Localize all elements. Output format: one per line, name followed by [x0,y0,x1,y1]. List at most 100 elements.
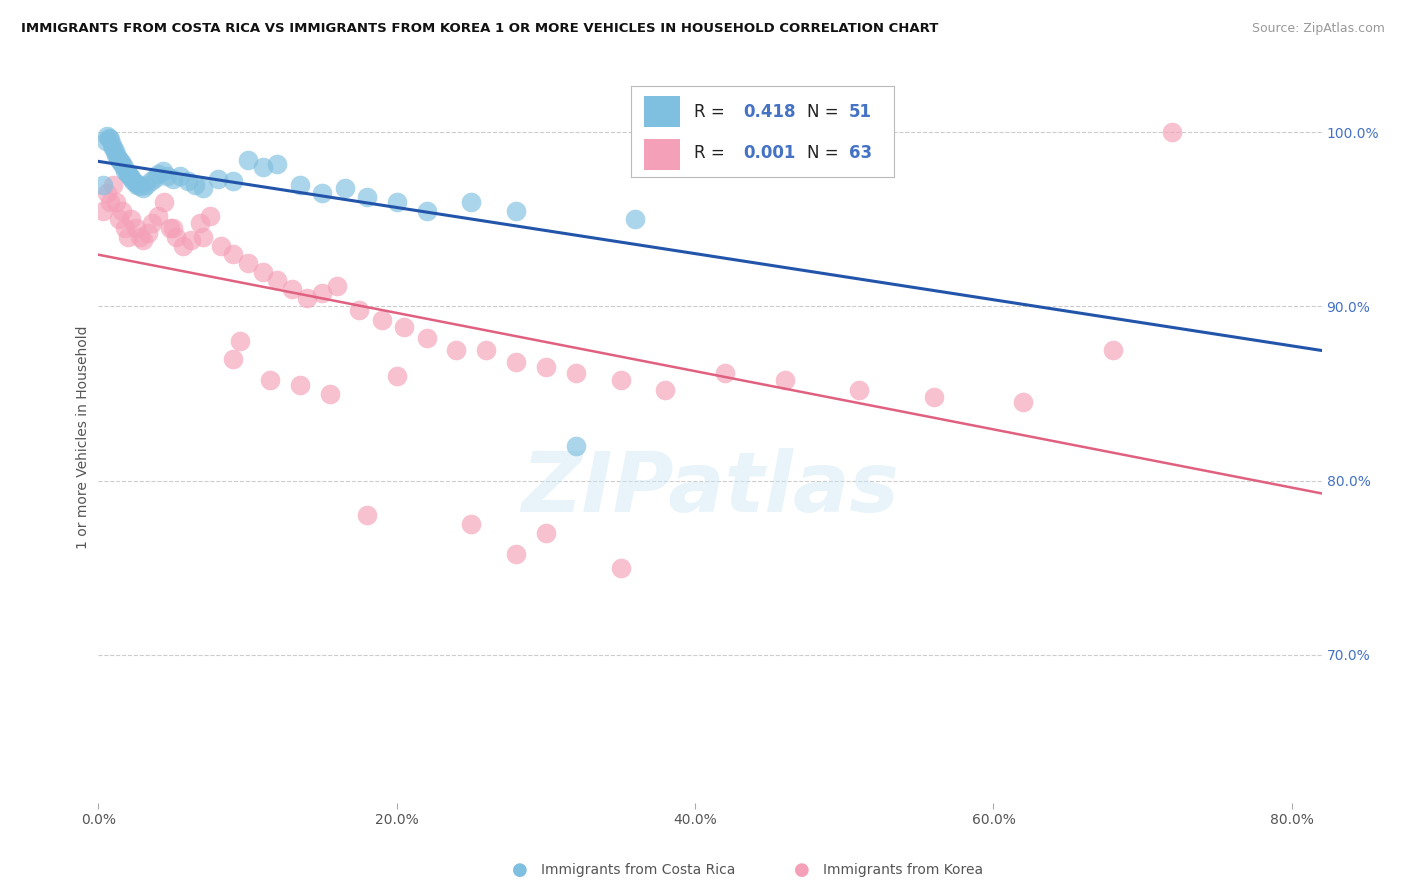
Point [1012,395,1035,409]
Point [565,439,588,453]
Point [143,170,166,185]
Text: N =: N = [807,103,838,120]
Text: ●: ● [512,861,529,879]
Point [108,153,131,168]
Point [259,373,281,387]
Point [505,547,527,561]
Point [94,134,117,148]
Point [114,221,136,235]
Point [1101,343,1123,357]
Point [152,163,174,178]
Point [129,179,152,194]
Point [97,130,120,145]
Point [118,169,141,183]
Point [120,170,142,185]
Point [565,366,588,380]
Point [266,156,288,170]
Point [98,132,121,146]
Point [110,155,132,169]
Point [114,163,136,178]
Point [311,285,333,300]
Point [188,216,211,230]
Text: 63: 63 [849,144,872,161]
Point [221,247,243,261]
Point [683,143,706,157]
Point [624,212,647,227]
Point [475,343,498,357]
Point [162,172,184,186]
Point [156,169,179,183]
Text: ●: ● [793,861,810,879]
Point [236,256,259,270]
Text: N =: N = [807,144,838,161]
Point [609,373,631,387]
Text: Immigrants from Costa Rica: Immigrants from Costa Rica [541,863,735,877]
Point [96,186,118,201]
Point [105,194,128,209]
Point [153,194,176,209]
Text: 51: 51 [849,103,872,120]
Point [191,181,214,195]
Point [773,373,796,387]
Point [288,377,311,392]
Point [297,291,319,305]
Point [91,203,114,218]
Point [333,181,356,195]
Point [135,178,157,192]
Point [162,221,184,235]
Point [922,390,945,404]
Point [105,148,128,162]
Point [460,194,482,209]
Point [236,153,259,168]
Point [111,156,134,170]
Point [209,238,232,252]
Point [177,174,200,188]
Point [714,366,737,380]
Point [103,178,125,192]
Point [200,209,222,223]
Point [460,517,482,532]
Point [371,313,394,327]
Point [125,221,148,235]
Point [169,169,191,183]
Point [1161,125,1184,139]
Point [146,167,169,181]
Point [534,525,557,540]
Point [184,178,207,192]
Point [654,383,676,397]
Text: ZIPatlas: ZIPatlas [522,448,898,529]
Point [848,383,870,397]
Point [132,181,155,195]
Text: R =: R = [693,144,724,161]
Point [609,560,631,574]
Point [111,203,134,218]
Text: 0.001: 0.001 [744,144,796,161]
Point [252,265,274,279]
Point [415,331,437,345]
Bar [644,139,681,170]
Point [180,233,202,247]
Point [117,229,139,244]
Point [112,160,135,174]
Point [96,128,118,143]
Text: R =: R = [693,103,724,120]
Point [191,229,214,244]
Point [136,227,159,241]
Text: Immigrants from Korea: Immigrants from Korea [823,863,983,877]
Text: Source: ZipAtlas.com: Source: ZipAtlas.com [1251,22,1385,36]
Point [385,194,408,209]
Point [101,137,124,152]
Point [252,160,274,174]
Point [129,229,152,244]
Point [318,386,340,401]
Point [107,152,129,166]
Text: 0.418: 0.418 [744,103,796,120]
Point [127,178,149,192]
Point [221,174,243,188]
Point [132,233,155,247]
Y-axis label: 1 or more Vehicles in Household: 1 or more Vehicles in Household [76,326,90,549]
Point [115,165,138,179]
Bar [644,96,681,128]
Point [288,178,311,192]
Point [146,209,169,223]
